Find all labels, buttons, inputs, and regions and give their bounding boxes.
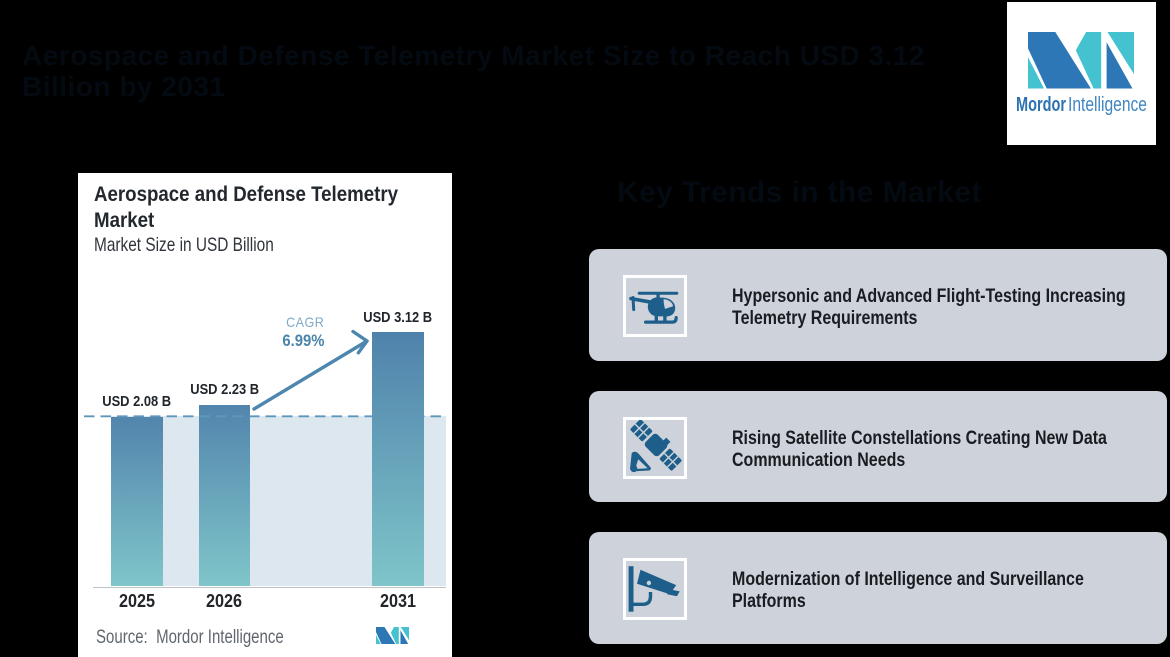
svg-text:Mordor: Mordor [1016, 94, 1066, 116]
svg-text:Intelligence: Intelligence [1068, 94, 1147, 116]
